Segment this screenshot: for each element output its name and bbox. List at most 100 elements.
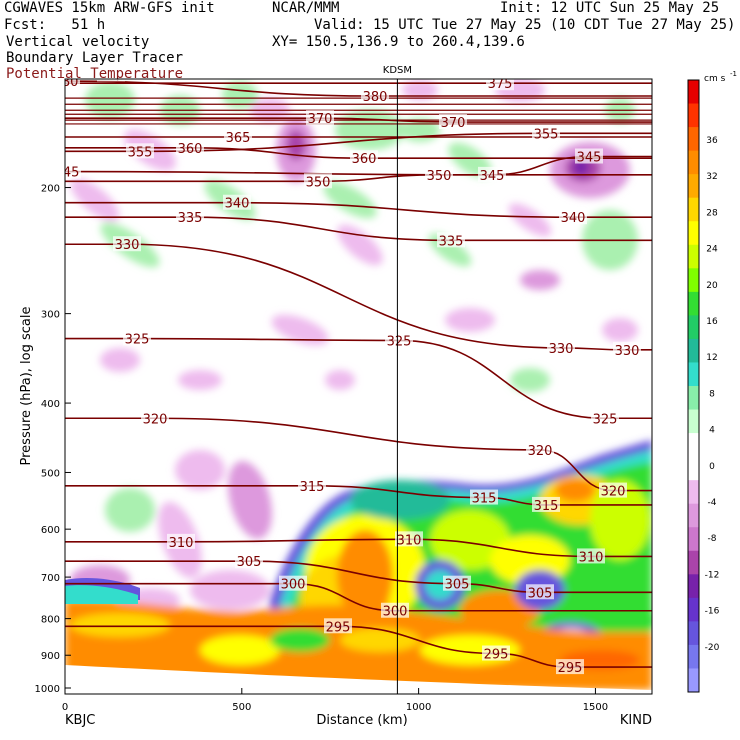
isentrope-label-bg (113, 236, 141, 252)
colorbar-tick-label: -8 (708, 534, 717, 544)
isentrope-label: 375 (488, 77, 513, 92)
isentrope-label-bg (381, 602, 409, 618)
colorbar-tick-label: 0 (709, 462, 715, 472)
colorbar-tick-label: 24 (706, 245, 718, 255)
isentrope-label: 300 (281, 578, 306, 593)
colorbar-swatch (688, 644, 699, 669)
init-time: Init: 12 UTC Sun 25 May 25 (500, 0, 720, 16)
isentrope-label: 380 (363, 90, 388, 105)
colorbar-tick-label: -20 (705, 643, 720, 653)
colorbar-tick-label: 36 (706, 136, 718, 146)
y-tick-label: 1000 (35, 684, 60, 695)
station-label-left: KBJC (65, 713, 95, 728)
isentrope-label-bg (470, 489, 498, 505)
isentrope-label-bg (612, 2, 640, 17)
colorbar-swatch (688, 338, 699, 363)
isentrope-label-bg (385, 332, 413, 348)
isentrope-label-bg (443, 575, 471, 591)
x-tick-label: 500 (232, 702, 251, 713)
x-axis: 0 500 1000 1500 (62, 688, 608, 713)
colorbar-tick-label: -4 (708, 498, 717, 508)
isentrope-label-bg (324, 618, 352, 634)
isentrope-label-bg (176, 209, 204, 225)
colorbar-tick-label: 20 (706, 281, 718, 291)
x-tick-label: 1000 (406, 702, 431, 713)
colorbar-swatch (688, 574, 699, 599)
isentrope-label-bg (164, 0, 192, 14)
isentrope-label: 385 (563, 43, 588, 58)
isentrope-label-bg (547, 339, 575, 355)
isentrope-label: 365 (226, 131, 251, 146)
isentrope-label-bg (577, 548, 605, 564)
isentrope-label: 330 (615, 344, 640, 359)
colorbar-swatch (688, 503, 699, 528)
isentrope-labels: 4204154154204104204104054054003953953953… (55, 0, 641, 676)
y-tick-label: 200 (41, 184, 60, 195)
colorbar-tick-label: 8 (709, 389, 715, 399)
isentrope-label: 315 (472, 492, 497, 507)
isentrope-label-bg (482, 645, 510, 661)
colorbar-swatch (688, 127, 699, 152)
isentrope-label-bg (559, 209, 587, 225)
isentrope-label: 310 (169, 536, 194, 551)
isentrope-label: 400 (475, 0, 500, 11)
isentrope-label: 345 (480, 169, 505, 184)
colorbar-swatch (688, 597, 699, 622)
y-axis-title: Pressure (hPa), log scale (19, 307, 34, 466)
isentrope-label: 370 (308, 112, 333, 127)
colorbar-swatch (688, 362, 699, 387)
isentrope-label: 305 (445, 578, 470, 593)
isentrope-line (65, 485, 652, 506)
isentrope-label-bg (350, 150, 378, 166)
isentrope-label-bg (361, 88, 389, 104)
isentrope-label: 345 (55, 166, 80, 181)
colorbar-swatch (688, 244, 699, 269)
y-tick-label: 800 (41, 615, 60, 626)
plot-frame (64, 78, 653, 695)
isentrope-label: 335 (439, 234, 464, 249)
isentrope-label-bg (486, 79, 514, 91)
colorbar-tick-label: -12 (705, 570, 720, 580)
isentrope-label-bg (613, 341, 641, 357)
isentrope-label: 315 (534, 499, 559, 514)
isentrope-label-bg (224, 129, 252, 145)
y-tick-label: 900 (41, 651, 60, 662)
isentrope-label-bg (561, 41, 589, 56)
isentrope-label-bg (532, 125, 560, 141)
isentrope-label: 310 (579, 550, 604, 565)
isentrope-label: 390 (210, 52, 235, 67)
y-tick-label: 700 (41, 573, 60, 584)
isentrope-label: 405 (166, 1, 191, 16)
colorbar-swatch (688, 621, 699, 646)
isentrope-label-bg (176, 139, 204, 155)
isentrope-label: 295 (326, 620, 351, 635)
isentrope-label-bg (556, 659, 584, 675)
isentrope-label: 350 (427, 169, 452, 184)
isentrope-label: 340 (561, 211, 586, 226)
isentrope-label-bg (437, 232, 465, 248)
isentrope-line (65, 201, 652, 218)
isentrope-label-bg (141, 410, 169, 426)
isentrope-line (65, 174, 652, 183)
colorbar-swatch (688, 668, 699, 693)
colorbar-swatch (688, 150, 699, 175)
isentrope-label: 345 (577, 151, 602, 166)
y-tick-label: 400 (41, 399, 60, 410)
isentrope-label-bg (591, 410, 619, 426)
colorbar-swatch (688, 174, 699, 199)
isentrope-label: 355 (534, 127, 559, 142)
field-potential-temperature: Potential Temperature (6, 66, 184, 82)
isentrope-label-bg (478, 166, 506, 182)
isentrope-label: 325 (387, 334, 412, 349)
colorbar-swatch (688, 456, 699, 481)
isentrope-label-bg (599, 482, 627, 498)
isentrope-label-bg (304, 173, 332, 189)
colorbar-frame (687, 79, 700, 693)
isentrope-label-bg (65, 163, 81, 179)
isentrope-label: 350 (306, 175, 331, 190)
isentrope-label: 370 (441, 116, 466, 131)
x-axis-title: Distance (km) (316, 713, 407, 728)
isentrope-label-bg (126, 143, 154, 159)
isentrope-label: 310 (397, 533, 422, 548)
